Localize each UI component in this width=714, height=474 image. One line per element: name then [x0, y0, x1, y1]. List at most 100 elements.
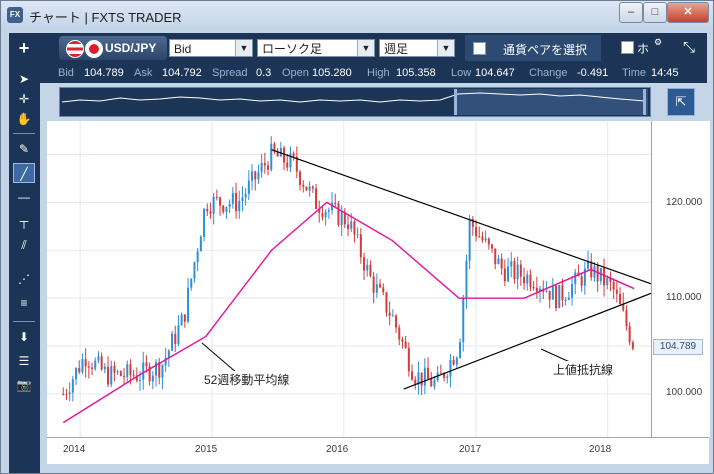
candle-body	[596, 265, 599, 282]
candle-body	[551, 285, 554, 300]
candle-body	[350, 221, 353, 229]
candle-body	[305, 186, 308, 191]
resistance-annotation-pointer	[540, 348, 573, 364]
fibonacci-icon[interactable]: ≡	[20, 296, 28, 310]
close-button[interactable]: ✕	[667, 2, 709, 23]
candle-body	[343, 212, 346, 225]
candle-body	[420, 372, 423, 386]
us-flag-icon	[66, 40, 84, 58]
candle-body	[71, 379, 74, 393]
candle-body	[103, 366, 106, 370]
candle-body	[471, 218, 474, 227]
crosshair-pointer-icon[interactable]: ✛	[18, 92, 30, 106]
overflow-checkbox[interactable]	[621, 41, 634, 54]
chevron-down-icon: ▼	[437, 40, 454, 56]
candle-body	[145, 362, 148, 367]
candle-body	[327, 210, 330, 212]
arrow-down-icon[interactable]: ⬇	[18, 330, 30, 344]
candle-body	[254, 171, 257, 180]
chevron-down-icon: ▼	[235, 40, 252, 56]
navigator-overview[interactable]	[59, 87, 651, 117]
minimize-button[interactable]: –	[619, 2, 643, 23]
candle-body	[583, 268, 586, 286]
candle-body	[539, 288, 542, 292]
candle-body	[491, 244, 494, 249]
candle-body	[487, 238, 490, 245]
spread-value: 0.3	[256, 67, 272, 79]
candle-body	[513, 261, 516, 280]
low-label: Low	[451, 67, 472, 79]
candle-body	[260, 163, 263, 173]
candle-body	[612, 281, 615, 290]
period-select[interactable]: 週足 ▼	[379, 39, 455, 57]
candle-body	[199, 236, 202, 252]
trendline-icon[interactable]: ╱	[13, 163, 35, 183]
candle-body	[580, 276, 583, 286]
candle-body	[519, 264, 522, 277]
candle-body	[478, 236, 481, 238]
candle-body	[391, 315, 394, 317]
window-title: チャート | FXTS TRADER	[29, 10, 182, 25]
parallel-lines-icon[interactable]: ⫽	[21, 238, 27, 252]
candle-body	[225, 206, 228, 212]
low-value: 104.647	[475, 67, 515, 79]
vertical-line-icon[interactable]: ┬	[19, 214, 29, 228]
fan-icon[interactable]: ⋰	[18, 272, 30, 286]
candle-body	[372, 276, 375, 293]
current-price-label: 104.789	[653, 339, 703, 355]
candle-body	[78, 368, 81, 373]
candle-body	[203, 208, 206, 237]
candle-body	[459, 342, 462, 358]
toolbar-divider	[13, 321, 35, 322]
candle-body	[356, 234, 359, 236]
pair-label: USD/JPY	[105, 41, 157, 55]
candle-body	[142, 362, 145, 380]
x-tick: 2014	[63, 444, 86, 455]
expand-view-button[interactable]: ⇱	[667, 88, 695, 116]
candle-body	[353, 221, 356, 235]
open-value: 105.280	[312, 67, 352, 79]
candle-body	[222, 205, 225, 212]
candle-body	[430, 378, 433, 387]
chart-type-select[interactable]: ローソク足 ▼	[257, 39, 375, 57]
candle-body	[507, 266, 510, 282]
settings-icon[interactable]: ⚙	[654, 37, 663, 47]
candle-body	[238, 201, 241, 212]
candle-body	[267, 165, 270, 170]
chart-plot-area[interactable]: 52週移動平均線 上値抵抗線	[47, 121, 651, 437]
hand-icon[interactable]: ✋	[16, 112, 32, 126]
candle-body	[609, 277, 612, 282]
time-label: Time	[622, 67, 647, 79]
pen-icon[interactable]: ✎	[18, 142, 30, 156]
horizontal-line-icon[interactable]: —	[18, 190, 30, 204]
candle-body	[382, 287, 385, 293]
y-tick: 120.000	[666, 197, 703, 208]
list-icon[interactable]: ☰	[18, 354, 30, 368]
candle-body	[279, 147, 282, 157]
price-type-select[interactable]: Bid ▼	[169, 39, 253, 57]
candle-body	[455, 357, 458, 365]
pointer-icon[interactable]: ➤	[18, 72, 30, 86]
candle-body	[276, 151, 279, 157]
candle-body	[193, 262, 196, 279]
camera-icon[interactable]: 📷	[16, 378, 32, 392]
candle-body	[516, 264, 519, 280]
candle-body	[571, 284, 574, 298]
maximize-button[interactable]: □	[643, 2, 667, 23]
pair-select-button[interactable]: 通貨ペアを選択	[465, 35, 601, 61]
toolbar-divider	[13, 133, 35, 134]
candle-body	[414, 379, 417, 385]
resistance-annotation: 上値抵抗線	[553, 361, 614, 378]
support-trendline	[403, 292, 651, 390]
pair-select-checkbox[interactable]	[473, 42, 486, 55]
add-chart-button[interactable]: +	[18, 38, 30, 58]
candle-body	[270, 143, 273, 170]
candle-body	[321, 213, 324, 218]
currency-pair-button[interactable]: USD/JPY	[59, 36, 167, 60]
ask-value: 104.792	[162, 67, 202, 79]
candle-body	[100, 356, 103, 370]
collapse-button[interactable]: ⤡	[682, 39, 695, 56]
candle-body	[215, 196, 218, 198]
candle-body	[161, 365, 164, 378]
candle-body	[510, 261, 513, 267]
